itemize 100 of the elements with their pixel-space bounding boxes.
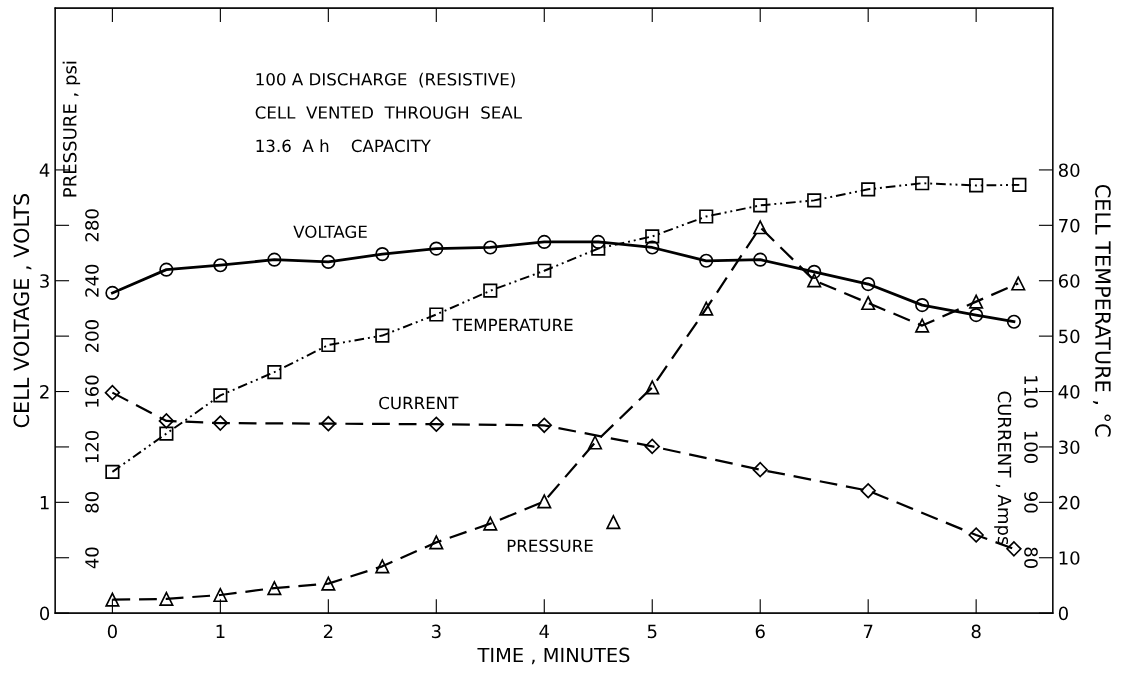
point [645, 240, 660, 255]
x-axis-title: TIME , MINUTES [477, 647, 630, 665]
point [587, 435, 603, 450]
point [212, 415, 229, 431]
y2-tick-label: 10 [1059, 551, 1080, 565]
point [321, 576, 336, 591]
point [537, 263, 552, 278]
point [753, 198, 768, 213]
point [320, 415, 337, 432]
point [375, 247, 390, 262]
point [915, 176, 930, 191]
point [483, 516, 498, 531]
y3-tick-label: 240 [85, 264, 99, 297]
point [861, 295, 876, 311]
y2-tick-label: 60 [1058, 274, 1080, 288]
y-tick-label: 0 [40, 606, 50, 621]
y3-tick-label: 40 [85, 547, 99, 569]
point [753, 220, 768, 235]
point [159, 262, 174, 277]
y-tick-label: 4 [39, 163, 50, 177]
annotation: 100 A DISCHARGE (RESISTIVE) [256, 72, 515, 88]
point [213, 388, 228, 403]
point [213, 258, 228, 273]
series-label: PRESSURE [507, 539, 593, 553]
point [752, 461, 768, 478]
point [591, 234, 606, 250]
point [105, 592, 120, 607]
point [104, 384, 121, 401]
x-tick-label: 2 [323, 624, 333, 638]
y2-tick-label: 70 [1059, 218, 1080, 233]
y2-axis-title: CELL TEMPERATURE , °C [1092, 184, 1111, 437]
y3-tick-label: 80 [85, 492, 99, 513]
y3-tick-label: 280 [85, 209, 99, 242]
point [591, 241, 606, 256]
point [807, 264, 822, 279]
y2-tick-label: 20 [1058, 495, 1080, 510]
x-tick-label: 0 [107, 624, 117, 639]
point [483, 240, 498, 255]
y2-tick-label: 30 [1059, 440, 1080, 455]
x-tick-label: 4 [539, 624, 550, 638]
point [969, 178, 984, 193]
point [807, 193, 822, 208]
point [429, 241, 444, 256]
y-axis-title: CELL VOLTAGE , VOLTS [13, 193, 32, 428]
point [807, 273, 822, 288]
y-tick-label: 90 [1024, 491, 1038, 513]
point [606, 515, 621, 530]
point [267, 365, 282, 380]
point [645, 229, 660, 244]
point [213, 587, 228, 603]
x-tick-label: 7 [863, 624, 873, 638]
point [483, 283, 498, 298]
point [321, 337, 336, 353]
x-tick-label: 6 [755, 624, 765, 639]
point [429, 535, 444, 550]
point [375, 328, 390, 343]
x-tick-label: 8 [971, 624, 981, 639]
point [861, 182, 876, 197]
x-tick-label: 1 [216, 624, 225, 638]
y3-tick-label: 120 [85, 430, 99, 463]
point [267, 580, 282, 596]
y-axis-title: CURRENT , Amps [994, 391, 1012, 545]
y-tick-label: 3 [40, 274, 49, 288]
point [860, 482, 876, 499]
y3-tick-label: 160 [85, 375, 99, 407]
point [969, 294, 984, 309]
y3-tick-label: 200 [85, 320, 99, 353]
point [645, 380, 660, 395]
point [699, 209, 714, 224]
point [1006, 314, 1022, 329]
y2-tick-label: 40 [1058, 384, 1080, 399]
point [375, 559, 390, 574]
y-tick-label: 2 [40, 384, 49, 399]
annotation: CELL VENTED THROUGH SEAL [255, 106, 522, 119]
series-label: CURRENT [379, 396, 459, 410]
point [159, 426, 174, 441]
point [1011, 276, 1026, 291]
point [968, 527, 984, 543]
series-label: TEMPERATURE [452, 318, 573, 332]
point [644, 438, 660, 455]
point [536, 417, 552, 434]
y-tick-label: 100 [1024, 431, 1038, 463]
y3-axis-title: PRESSURE , psi [62, 61, 81, 197]
series-label: VOLTAGE [293, 225, 367, 239]
point [321, 254, 336, 269]
point [699, 253, 714, 268]
point [428, 416, 445, 432]
point [429, 307, 444, 322]
point [915, 298, 930, 313]
point [753, 252, 768, 267]
point [537, 234, 552, 250]
annotation: 13.6 A h CAPACITY [256, 139, 431, 153]
y-tick-label: 1 [40, 496, 49, 510]
point [915, 318, 930, 333]
point [861, 276, 876, 292]
point [105, 285, 120, 300]
y-tick-label: 80 [1024, 547, 1038, 569]
point [105, 464, 120, 479]
x-tick-label: 5 [647, 624, 657, 639]
point [159, 591, 174, 606]
